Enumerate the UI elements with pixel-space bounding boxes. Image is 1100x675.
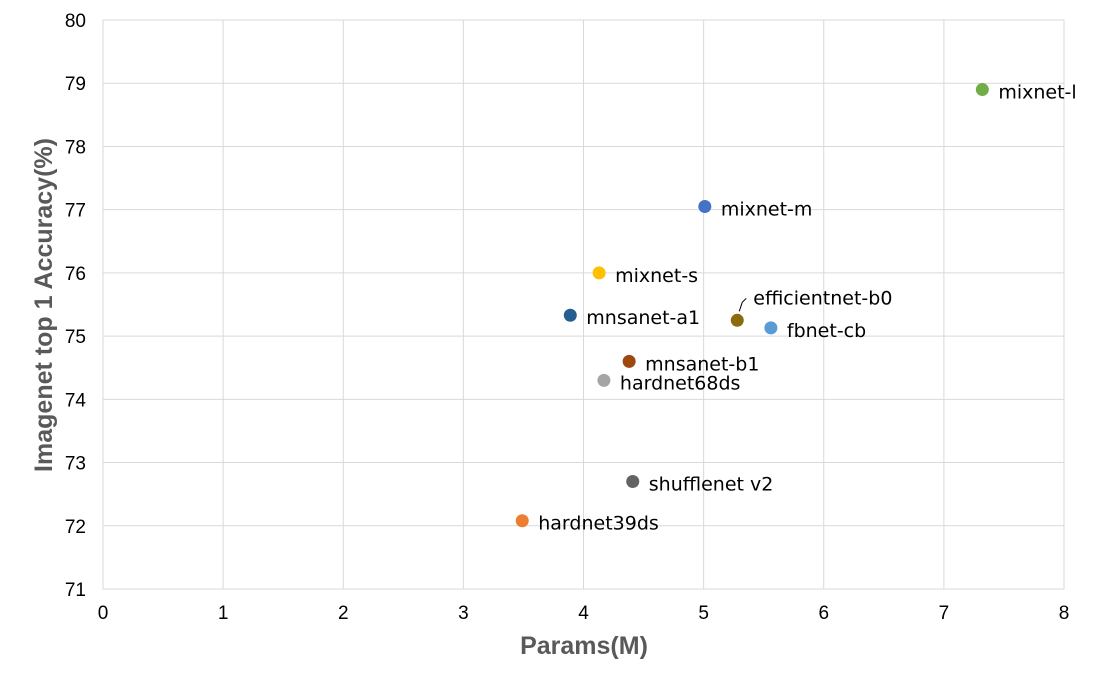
y-tick-label: 77 bbox=[65, 201, 86, 222]
x-tick-label: 2 bbox=[338, 603, 349, 624]
y-tick-label: 75 bbox=[65, 327, 86, 348]
x-tick-label: 6 bbox=[818, 603, 829, 624]
point-label: fbnet-cb bbox=[787, 320, 866, 342]
point-label: mixnet-s bbox=[615, 265, 698, 287]
point-label: efficientnet-b0 bbox=[753, 287, 892, 309]
point-label: mnsanet-b1 bbox=[645, 353, 759, 375]
y-tick-label: 73 bbox=[65, 454, 86, 475]
data-point bbox=[622, 354, 636, 368]
data-point bbox=[563, 308, 577, 322]
data-point bbox=[730, 313, 744, 327]
y-axis-ticks: 71 72 73 74 75 76 77 78 79 80 bbox=[65, 11, 87, 601]
y-tick-label: 80 bbox=[65, 11, 86, 32]
data-points: mixnet-l mixnet-m mixnet-s efficientnet-b0 m… bbox=[515, 82, 1077, 535]
data-point bbox=[515, 514, 529, 528]
data-point bbox=[592, 266, 606, 280]
data-point bbox=[626, 475, 640, 489]
x-tick-label: 7 bbox=[939, 603, 950, 624]
y-tick-label: 78 bbox=[65, 137, 86, 158]
y-tick-label: 74 bbox=[65, 390, 87, 411]
x-tick-label: 1 bbox=[218, 603, 229, 624]
x-tick-label: 4 bbox=[578, 603, 589, 624]
point-label: mixnet-l bbox=[998, 82, 1076, 104]
point-label: shufflenet v2 bbox=[649, 474, 774, 496]
point-label: mixnet-m bbox=[721, 199, 813, 221]
data-point bbox=[597, 373, 611, 387]
point-label: hardnet68ds bbox=[620, 372, 741, 394]
x-tick-label: 8 bbox=[1059, 603, 1070, 624]
x-tick-label: 0 bbox=[98, 603, 109, 624]
y-tick-label: 79 bbox=[65, 74, 86, 95]
x-tick-label: 5 bbox=[698, 603, 709, 624]
x-axis-title: Params(M) bbox=[520, 632, 648, 660]
point-label: mnsanet-a1 bbox=[586, 307, 700, 329]
y-tick-label: 72 bbox=[65, 517, 86, 538]
y-axis-title: Imagenet top 1 Accuracy(%) bbox=[30, 138, 58, 472]
data-point bbox=[698, 200, 712, 214]
data-point bbox=[764, 321, 778, 335]
point-label: hardnet39ds bbox=[538, 513, 659, 535]
plot-area bbox=[102, 19, 1065, 590]
x-tick-label: 3 bbox=[458, 603, 469, 624]
y-tick-label: 76 bbox=[65, 264, 86, 285]
x-axis-ticks: 0 1 2 3 4 5 6 7 8 bbox=[98, 603, 1070, 624]
y-tick-label: 71 bbox=[65, 580, 86, 601]
data-point bbox=[975, 83, 989, 97]
gridlines bbox=[102, 19, 1065, 590]
leader-line bbox=[738, 297, 747, 312]
